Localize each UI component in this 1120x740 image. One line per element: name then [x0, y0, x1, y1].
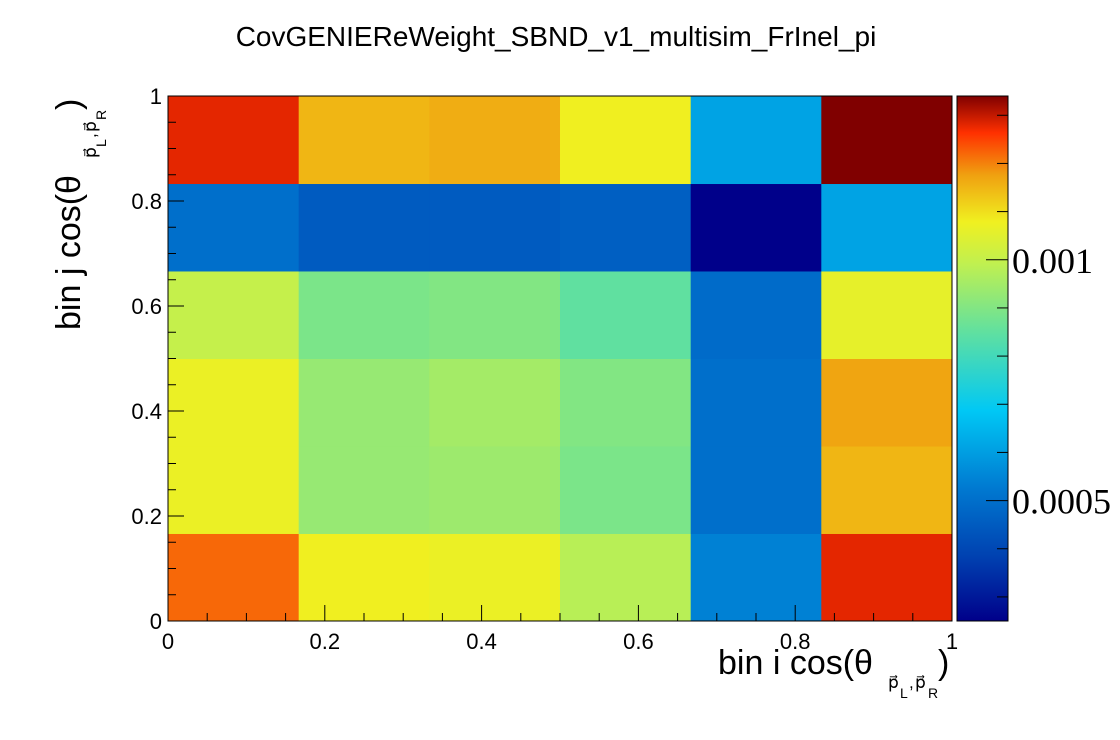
- heatmap-cell: [560, 358, 692, 447]
- x-tick-label: 0.8: [780, 629, 811, 654]
- y-tick-label: 1: [150, 84, 162, 109]
- heatmap-cell: [298, 270, 430, 359]
- heatmap-cell: [690, 358, 822, 447]
- heatmap-cell: [298, 183, 430, 272]
- heatmap-cell: [429, 96, 561, 185]
- z-tick-label: 0.0005: [1012, 482, 1111, 522]
- heatmap-cell: [429, 533, 561, 622]
- svg-text:bin i cos(θ: bin i cos(θ: [718, 644, 873, 682]
- heatmap-cell: [168, 183, 300, 272]
- y-axis-label-sub2: p⃗: [81, 121, 100, 132]
- y-tick-label: 0.6: [131, 294, 162, 319]
- heatmap-cell: [560, 96, 692, 185]
- heatmap-cell: [690, 96, 822, 185]
- chart-title: CovGENIEReWeight_SBND_v1_multisim_FrInel…: [236, 21, 877, 52]
- y-axis-label-sub1-sub: L: [93, 139, 109, 147]
- heatmap-cell: [560, 270, 692, 359]
- x-axis-label-main: bin i cos(θ: [718, 644, 873, 682]
- y-tick-label: 0.8: [131, 189, 162, 214]
- x-axis-label: bin i cos(θ p⃗ L , p⃗ R ): [718, 644, 949, 701]
- heatmap-cell: [560, 183, 692, 272]
- heatmap-cells: [168, 96, 953, 622]
- x-tick-label: 0.2: [310, 629, 341, 654]
- heatmap-cell: [429, 446, 561, 534]
- y-axis-label-sub1: p⃗: [81, 147, 100, 158]
- x-axis-label-sub2: p⃗: [915, 673, 926, 692]
- x-axis: 0 0.2 0.4 0.6 0.8 1: [162, 605, 958, 654]
- heatmap-cell: [168, 533, 300, 622]
- heatmap-cell: [690, 270, 822, 359]
- heatmap-cell: [429, 358, 561, 447]
- y-axis-label-main: bin j cos(θ: [50, 175, 88, 330]
- heatmap-cell: [690, 183, 822, 272]
- x-tick-label: 0: [162, 629, 174, 654]
- y-axis-label-close: ): [50, 99, 88, 110]
- color-scale-bar: [956, 95, 1009, 622]
- heatmap-cell: [821, 270, 953, 359]
- x-axis-label-sub2-sub: R: [928, 685, 938, 701]
- heatmap-cell: [168, 96, 300, 185]
- svg-text:,: ,: [909, 673, 914, 692]
- heatmap-cell: [298, 446, 430, 534]
- heatmap-cell: [690, 446, 822, 534]
- y-tick-label: 0.4: [131, 399, 162, 424]
- heatmap-cell: [560, 446, 692, 534]
- heatmap-cell: [690, 533, 822, 622]
- x-axis-label-close: ): [938, 644, 949, 682]
- z-tick-label: 0.001: [1012, 241, 1093, 281]
- x-axis-label-sub1-sub: L: [900, 685, 908, 701]
- heatmap-cell: [168, 270, 300, 359]
- color-scale-axis: 0.0005 0.001: [986, 114, 1111, 598]
- y-axis-label: bin j cos(θ p⃗ L , p⃗ R ): [50, 99, 109, 330]
- heatmap-cell: [821, 96, 953, 185]
- heatmap-cell: [560, 533, 692, 622]
- heatmap-cell: [821, 358, 953, 447]
- y-axis-label-sub2-sub: R: [93, 110, 109, 120]
- heatmap-cell: [821, 183, 953, 272]
- heatmap-cell: [821, 533, 953, 622]
- y-tick-label: 0: [150, 609, 162, 634]
- heatmap-cell: [168, 358, 300, 447]
- heatmap-cell: [298, 533, 430, 622]
- x-axis-label-sub1: p⃗: [888, 673, 899, 692]
- y-tick-label: 0.2: [131, 504, 162, 529]
- x-tick-label: 0.4: [466, 629, 497, 654]
- heatmap-cell: [168, 446, 300, 534]
- svg-text:,: ,: [81, 133, 100, 138]
- x-tick-label: 1: [946, 629, 958, 654]
- heatmap-cell: [429, 270, 561, 359]
- heatmap-cell: [298, 358, 430, 447]
- y-axis: 0 0.2 0.4 0.6 0.8 1: [131, 84, 184, 634]
- heatmap-cell: [298, 96, 430, 185]
- heatmap-cell: [821, 446, 953, 534]
- heatmap-cell: [429, 183, 561, 272]
- x-tick-label: 0.6: [623, 629, 654, 654]
